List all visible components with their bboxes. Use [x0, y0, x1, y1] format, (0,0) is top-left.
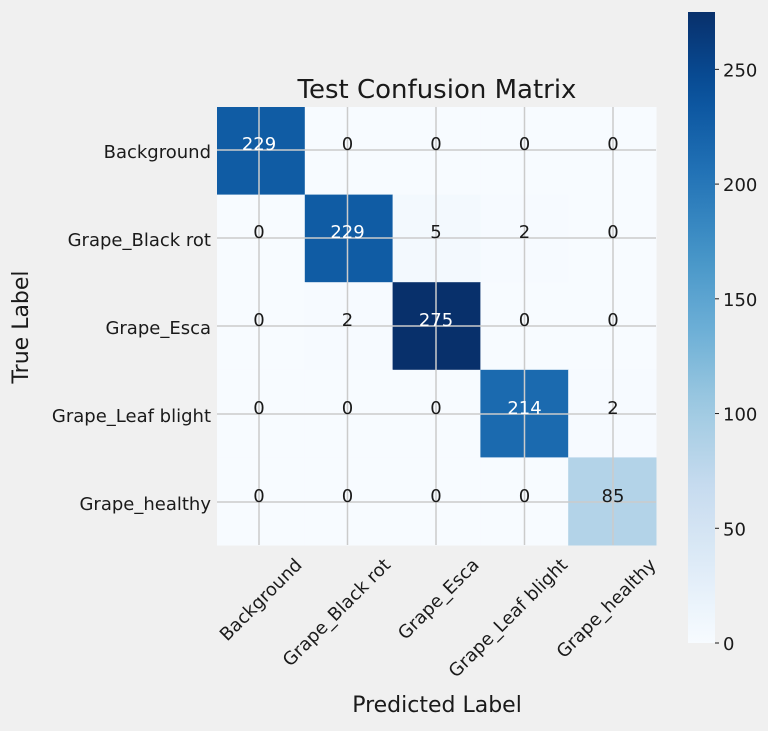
colorbar-tick-label: 250 — [723, 60, 757, 81]
cell-value-label: 229 — [330, 222, 364, 243]
cell-value-label: 0 — [430, 486, 441, 507]
y-axis-label: True Label — [9, 270, 34, 384]
colorbar-tick-label: 0 — [723, 634, 734, 655]
cell-value-label: 0 — [342, 134, 353, 155]
y-tick-label: Grape_healthy — [79, 494, 211, 515]
y-tick-label: Grape_Black rot — [68, 230, 211, 251]
heatmap-cell-r0-c1 — [304, 107, 394, 196]
cell-value-label: 214 — [507, 398, 541, 419]
cell-value-label: 0 — [253, 486, 264, 507]
cell-value-label: 0 — [253, 398, 264, 419]
cell-value-label: 229 — [242, 134, 276, 155]
grid-lines — [217, 107, 656, 545]
colorbar-tick-label: 200 — [723, 175, 757, 196]
cell-value-label: 0 — [430, 398, 441, 419]
cell-value-labels: 229 0 0 0 0 0 229 5 2 0 0 2 275 0 0 0 0 0 214 2 0 0 0 0 85 — [242, 134, 625, 507]
x-axis-label: Predicted Label — [352, 693, 522, 718]
colorbar — [688, 12, 715, 643]
cell-value-label: 0 — [430, 134, 441, 155]
cell-value-label: 0 — [519, 134, 530, 155]
cell-value-label: 0 — [342, 398, 353, 419]
cell-value-label: 0 — [519, 310, 530, 331]
cell-value-label: 0 — [607, 134, 618, 155]
y-tick-label: Grape_Esca — [105, 318, 211, 339]
y-tick-label: Grape_Leaf blight — [52, 406, 211, 427]
cell-value-label: 0 — [342, 486, 353, 507]
colorbar-tick-label: 100 — [723, 405, 757, 426]
cell-value-label: 0 — [607, 222, 618, 243]
colorbar-tick-label: 50 — [723, 519, 746, 540]
cell-value-label: 0 — [253, 310, 264, 331]
cell-value-label: 0 — [607, 310, 618, 331]
cell-value-label: 2 — [607, 398, 618, 419]
heatmap-cell-r0-c0 — [217, 107, 306, 196]
cell-value-label: 85 — [602, 486, 625, 507]
chart-title: Test Confusion Matrix — [297, 75, 577, 105]
cell-value-label: 2 — [519, 222, 530, 243]
cell-value-label: 0 — [253, 222, 264, 243]
cell-value-label: 5 — [430, 222, 441, 243]
x-tick-label: Grape_Esca — [394, 555, 483, 644]
cell-value-label: 275 — [419, 310, 453, 331]
x-tick-label: Background — [216, 555, 307, 646]
cell-value-label: 2 — [342, 310, 353, 331]
y-tick-label: Background — [104, 142, 211, 163]
cell-value-label: 0 — [519, 486, 530, 507]
y-tick-labels: Background Grape_Black rot Grape_Esca Grape… — [52, 142, 211, 515]
colorbar-tick-labels: 0 50 100 150 200 250 — [715, 60, 757, 655]
colorbar-tick-label: 150 — [723, 290, 757, 311]
